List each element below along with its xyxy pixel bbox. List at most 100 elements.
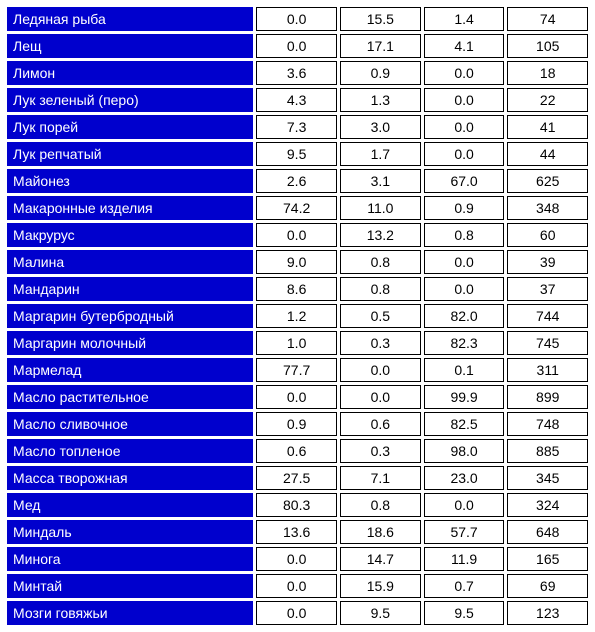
value-col-2: 11.0 (340, 196, 421, 220)
value-col-1: 9.5 (256, 142, 337, 166)
value-col-3: 82.3 (424, 331, 505, 355)
table-row: Маргарин молочный1.00.382.3745 (7, 331, 588, 355)
value-col-2: 0.5 (340, 304, 421, 328)
table-row: Макрурус0.013.20.860 (7, 223, 588, 247)
value-col-1: 0.0 (256, 547, 337, 571)
value-col-3: 0.0 (424, 493, 505, 517)
value-col-3: 0.0 (424, 88, 505, 112)
food-name: Лимон (7, 61, 253, 85)
value-col-4: 18 (507, 61, 588, 85)
value-col-2: 0.0 (340, 385, 421, 409)
value-col-1: 7.3 (256, 115, 337, 139)
value-col-4: 324 (507, 493, 588, 517)
food-name: Мармелад (7, 358, 253, 382)
food-name: Лук репчатый (7, 142, 253, 166)
food-name: Маргарин бутербродный (7, 304, 253, 328)
food-name: Малина (7, 250, 253, 274)
value-col-4: 311 (507, 358, 588, 382)
value-col-3: 82.5 (424, 412, 505, 436)
food-name: Макаронные изделия (7, 196, 253, 220)
value-col-2: 15.5 (340, 7, 421, 31)
value-col-2: 18.6 (340, 520, 421, 544)
value-col-1: 8.6 (256, 277, 337, 301)
value-col-1: 0.0 (256, 223, 337, 247)
table-row: Лещ0.017.14.1105 (7, 34, 588, 58)
table-row: Майонез2.63.167.0625 (7, 169, 588, 193)
value-col-2: 14.7 (340, 547, 421, 571)
value-col-4: 105 (507, 34, 588, 58)
value-col-1: 4.3 (256, 88, 337, 112)
food-name: Лещ (7, 34, 253, 58)
value-col-1: 27.5 (256, 466, 337, 490)
value-col-1: 1.0 (256, 331, 337, 355)
table-row: Масло топленое0.60.398.0885 (7, 439, 588, 463)
value-col-3: 23.0 (424, 466, 505, 490)
table-row: Минтай0.015.90.769 (7, 574, 588, 598)
value-col-2: 0.9 (340, 61, 421, 85)
value-col-4: 744 (507, 304, 588, 328)
value-col-3: 0.0 (424, 250, 505, 274)
value-col-1: 0.0 (256, 385, 337, 409)
food-name: Майонез (7, 169, 253, 193)
value-col-4: 625 (507, 169, 588, 193)
value-col-3: 0.0 (424, 142, 505, 166)
value-col-3: 0.0 (424, 115, 505, 139)
value-col-4: 748 (507, 412, 588, 436)
value-col-4: 74 (507, 7, 588, 31)
value-col-1: 0.0 (256, 601, 337, 625)
value-col-1: 80.3 (256, 493, 337, 517)
value-col-1: 0.0 (256, 7, 337, 31)
value-col-4: 22 (507, 88, 588, 112)
value-col-1: 0.9 (256, 412, 337, 436)
value-col-4: 69 (507, 574, 588, 598)
table-row: Маргарин бутербродный1.20.582.0744 (7, 304, 588, 328)
food-name: Минтай (7, 574, 253, 598)
value-col-1: 0.0 (256, 574, 337, 598)
value-col-3: 98.0 (424, 439, 505, 463)
value-col-3: 11.9 (424, 547, 505, 571)
value-col-2: 0.3 (340, 439, 421, 463)
table-row: Масло растительное0.00.099.9899 (7, 385, 588, 409)
value-col-1: 2.6 (256, 169, 337, 193)
value-col-2: 15.9 (340, 574, 421, 598)
value-col-3: 1.4 (424, 7, 505, 31)
value-col-2: 3.0 (340, 115, 421, 139)
value-col-4: 165 (507, 547, 588, 571)
value-col-3: 0.0 (424, 277, 505, 301)
food-name: Мандарин (7, 277, 253, 301)
food-name: Маргарин молочный (7, 331, 253, 355)
value-col-3: 0.7 (424, 574, 505, 598)
value-col-4: 745 (507, 331, 588, 355)
food-name: Лук порей (7, 115, 253, 139)
value-col-2: 7.1 (340, 466, 421, 490)
value-col-2: 0.8 (340, 493, 421, 517)
value-col-4: 345 (507, 466, 588, 490)
value-col-4: 123 (507, 601, 588, 625)
food-name: Ледяная рыба (7, 7, 253, 31)
food-name: Масло сливочное (7, 412, 253, 436)
value-col-3: 99.9 (424, 385, 505, 409)
table-row: Лук репчатый9.51.70.044 (7, 142, 588, 166)
nutrition-table: Ледяная рыба0.015.51.474Лещ0.017.14.1105… (4, 4, 591, 628)
value-col-3: 82.0 (424, 304, 505, 328)
value-col-2: 0.6 (340, 412, 421, 436)
table-row: Мозги говяжьи0.09.59.5123 (7, 601, 588, 625)
table-row: Макаронные изделия74.211.00.9348 (7, 196, 588, 220)
value-col-1: 0.0 (256, 34, 337, 58)
value-col-2: 17.1 (340, 34, 421, 58)
value-col-4: 348 (507, 196, 588, 220)
value-col-4: 899 (507, 385, 588, 409)
table-row: Миндаль13.618.657.7648 (7, 520, 588, 544)
food-name: Макрурус (7, 223, 253, 247)
value-col-1: 13.6 (256, 520, 337, 544)
value-col-4: 41 (507, 115, 588, 139)
value-col-1: 0.6 (256, 439, 337, 463)
food-name: Масло растительное (7, 385, 253, 409)
table-row: Мед80.30.80.0324 (7, 493, 588, 517)
table-row: Мандарин8.60.80.037 (7, 277, 588, 301)
value-col-2: 0.3 (340, 331, 421, 355)
value-col-3: 57.7 (424, 520, 505, 544)
value-col-2: 0.0 (340, 358, 421, 382)
value-col-4: 44 (507, 142, 588, 166)
value-col-4: 648 (507, 520, 588, 544)
